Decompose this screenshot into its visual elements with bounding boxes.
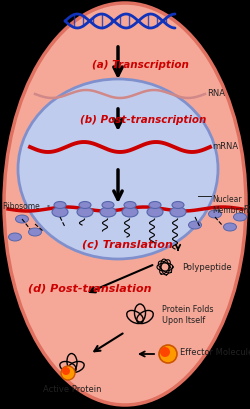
Ellipse shape xyxy=(16,216,28,223)
Ellipse shape xyxy=(188,221,202,229)
Text: Active Protein: Active Protein xyxy=(43,384,101,393)
Ellipse shape xyxy=(147,207,163,218)
Circle shape xyxy=(62,367,70,375)
Text: mRNA: mRNA xyxy=(212,142,238,151)
Text: Nuclear
Membrane: Nuclear Membrane xyxy=(212,195,250,215)
Ellipse shape xyxy=(54,202,66,209)
Ellipse shape xyxy=(208,211,222,218)
Ellipse shape xyxy=(149,202,161,209)
Ellipse shape xyxy=(79,202,91,209)
Ellipse shape xyxy=(28,229,42,236)
Ellipse shape xyxy=(122,207,138,218)
Circle shape xyxy=(160,347,170,357)
Text: (c) Translation: (c) Translation xyxy=(82,239,173,249)
Ellipse shape xyxy=(8,234,22,241)
Ellipse shape xyxy=(52,207,68,218)
Ellipse shape xyxy=(77,207,93,218)
Text: Protein Folds
Upon Itself: Protein Folds Upon Itself xyxy=(162,304,214,325)
Circle shape xyxy=(61,366,75,380)
Circle shape xyxy=(159,345,177,363)
Ellipse shape xyxy=(124,202,136,209)
Ellipse shape xyxy=(172,202,184,209)
Text: (a) Transcription: (a) Transcription xyxy=(92,60,188,70)
Text: Polypeptide: Polypeptide xyxy=(182,263,232,272)
Ellipse shape xyxy=(224,223,236,231)
Text: (b) Post-transcription: (b) Post-transcription xyxy=(80,115,206,125)
Text: mRNA: mRNA xyxy=(243,203,250,212)
Ellipse shape xyxy=(170,207,186,218)
Text: Ribosome: Ribosome xyxy=(2,202,40,211)
Text: (d) Post-translation: (d) Post-translation xyxy=(28,283,152,293)
Ellipse shape xyxy=(100,207,116,218)
Ellipse shape xyxy=(18,80,218,259)
Ellipse shape xyxy=(234,213,246,221)
Text: RNA: RNA xyxy=(207,89,225,98)
Ellipse shape xyxy=(102,202,114,209)
Text: Effector Molecule: Effector Molecule xyxy=(180,348,250,357)
Ellipse shape xyxy=(4,4,246,405)
